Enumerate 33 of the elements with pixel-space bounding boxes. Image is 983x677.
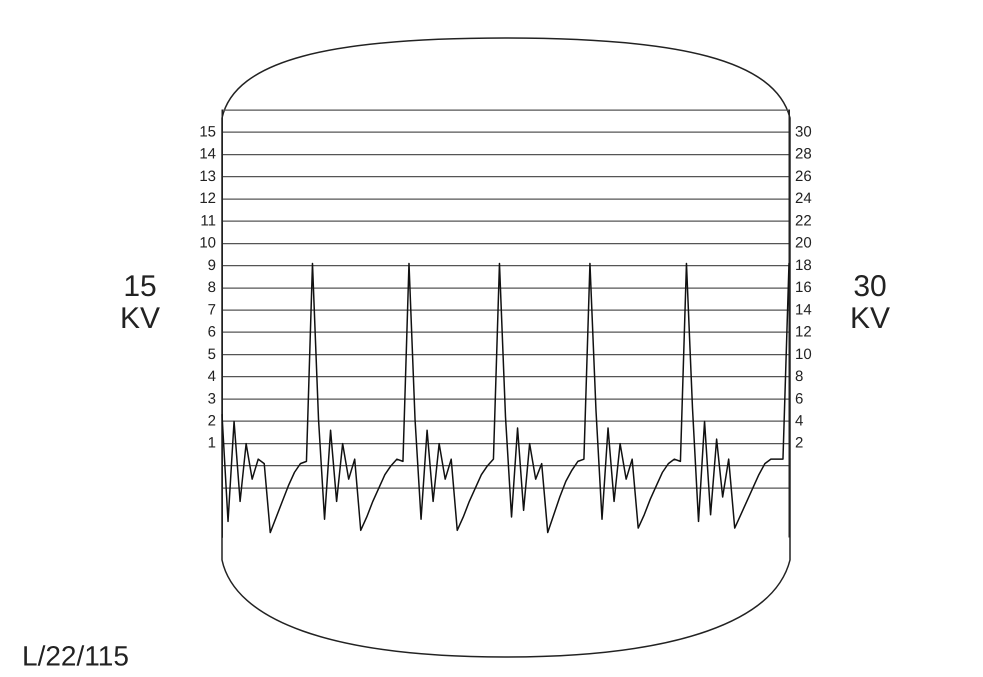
y2-tick-label: 16	[795, 279, 812, 296]
y2-tick-label: 10	[795, 346, 812, 363]
y-tick-label: 9	[208, 256, 216, 274]
y-tick-label: 5	[208, 346, 216, 363]
y-axis-title: 15 KV	[120, 270, 160, 335]
y-tick-label: 10	[199, 234, 216, 252]
y2-tick-label: 4	[795, 412, 804, 430]
y2-tick-label: 28	[795, 146, 812, 163]
y2-tick-label: 8	[795, 368, 804, 386]
y-tick-label: 12	[199, 190, 216, 208]
y-tick-label: 8	[208, 279, 216, 296]
y2-tick-label: 12	[795, 324, 812, 341]
text: L/22/115	[22, 640, 129, 672]
y2-tick-label: 18	[795, 256, 812, 274]
y-tick-label: 6	[208, 324, 216, 341]
y2-tick-label: 30	[795, 123, 812, 140]
y-tick-label: 4	[208, 368, 216, 386]
y2-axis-title: 30 KV	[850, 270, 890, 335]
y2-tick-label: 24	[795, 190, 812, 208]
y2-tick-label: 26	[795, 168, 812, 185]
y-tick-label: 11	[200, 212, 216, 230]
y-tick-label: 3	[208, 390, 216, 408]
y-tick-label: 13	[199, 168, 216, 185]
y-tick-label: 7	[208, 301, 216, 318]
y2-tick-label: 2	[795, 434, 804, 452]
y-tick-label: 14	[199, 146, 216, 163]
y2-tick-label: 6	[795, 390, 804, 408]
y2-tick-label: 20	[795, 234, 812, 252]
y-tick-label: 2	[208, 412, 216, 430]
y2-tick-label: 14	[795, 301, 812, 318]
y-tick-label: 15	[199, 123, 216, 140]
y-tick-label: 1	[208, 434, 216, 452]
y2-tick-label: 22	[795, 212, 812, 230]
